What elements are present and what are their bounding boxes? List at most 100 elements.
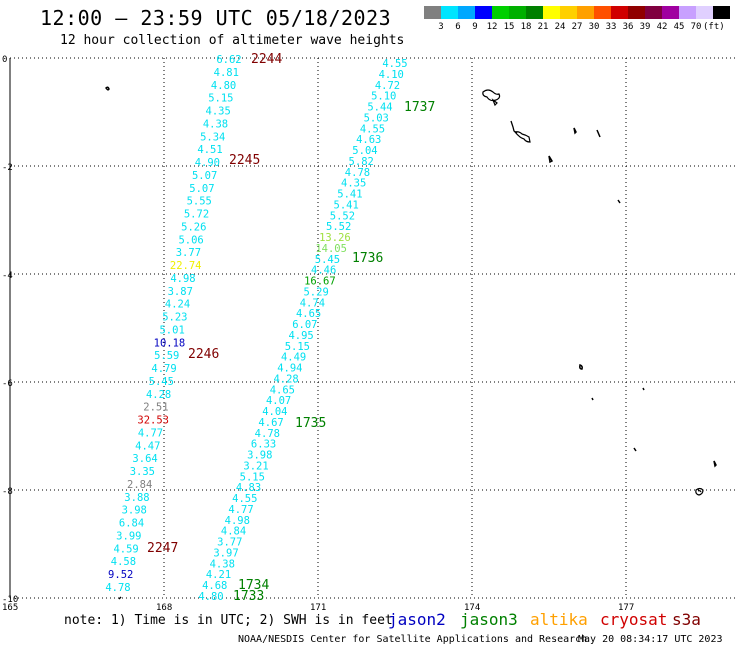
satellite-legend-item: jason2 xyxy=(388,610,446,629)
wave-height-value: 4.65 xyxy=(270,384,295,396)
satellite-legend-item: cryosat xyxy=(600,610,668,629)
lat-lon-grid xyxy=(9,57,735,599)
wave-height-value: 5.45 xyxy=(149,376,174,388)
colorbar-label: 36 xyxy=(622,22,634,32)
wave-height-value: 3.87 xyxy=(168,286,193,298)
wave-height-value: 4.98 xyxy=(170,273,195,285)
wave-height-value: 5.41 xyxy=(337,189,362,201)
pass-time-label: 1734 xyxy=(238,578,269,593)
wave-height-value: 4.98 xyxy=(225,515,250,527)
wave-height-value: 5.01 xyxy=(159,324,184,336)
wave-height-value: 4.81 xyxy=(214,67,239,79)
wave-height-value: 2.84 xyxy=(127,479,152,491)
wave-height-value: 5.06 xyxy=(178,234,203,246)
pass-time-label: 1736 xyxy=(352,251,383,266)
colorbar-label: 3 xyxy=(438,22,444,32)
wave-height-value: 22.74 xyxy=(170,260,202,272)
pass-time-label: 2245 xyxy=(229,153,260,168)
wave-height-value: 5.15 xyxy=(208,93,233,105)
wave-height-value: 4.35 xyxy=(206,106,231,118)
wave-height-value: 5.26 xyxy=(181,221,206,233)
colorbar-swatch xyxy=(577,6,594,19)
wave-height-value: 4.72 xyxy=(375,80,400,92)
wave-height-value: 3.35 xyxy=(130,466,155,478)
credit-line: NOAA/NESDIS Center for Satellite Applica… xyxy=(238,634,588,645)
wave-height-value: 2.51 xyxy=(143,402,168,414)
wave-height-value: 4.46 xyxy=(311,265,336,277)
track-right-values: 4.554.104.725.105.445.034.554.635.045.82… xyxy=(198,58,407,603)
wave-height-value: 4.28 xyxy=(273,373,298,385)
wave-height-value: 4.78 xyxy=(105,582,130,594)
colorbar-label: 33 xyxy=(605,22,617,32)
pass-time-label: 2247 xyxy=(147,541,178,556)
wave-height-value: 5.29 xyxy=(303,286,328,298)
wave-height-value: 4.24 xyxy=(165,299,190,311)
colorbar-label: 30 xyxy=(588,22,600,32)
wave-height-value: 4.10 xyxy=(379,69,404,81)
wave-height-value: 4.84 xyxy=(221,526,246,538)
colorbar-swatch xyxy=(611,6,628,19)
colorbar-swatch xyxy=(509,6,526,19)
colorbar-label: 15 xyxy=(503,22,515,32)
wave-height-value: 3.21 xyxy=(243,460,268,472)
wave-height-value: 3.97 xyxy=(213,547,238,559)
lat-tick-label: -6 xyxy=(2,379,13,389)
wave-height-value: 4.80 xyxy=(211,80,236,92)
map-title: 12:00 — 23:59 UTC 05/18/2023 xyxy=(40,6,392,30)
colorbar-label: 6 xyxy=(455,22,461,32)
wave-height-value: 5.72 xyxy=(184,209,209,221)
wave-height-value: 5.59 xyxy=(154,350,179,362)
wave-height-value: 5.15 xyxy=(240,471,265,483)
colorbar-label: 27 xyxy=(571,22,583,32)
wave-height-value: 4.77 xyxy=(228,504,253,516)
lon-tick-label: 171 xyxy=(310,603,326,613)
wave-height-value: 9.52 xyxy=(108,569,133,581)
colorbar-swatch xyxy=(526,6,543,19)
wave-height-value: 4.04 xyxy=(262,406,287,418)
wave-height-value: 4.35 xyxy=(341,178,366,190)
colorbar-swatch xyxy=(713,6,730,19)
wave-height-value: 4.78 xyxy=(255,428,280,440)
lon-tick-label: 165 xyxy=(2,603,18,613)
wave-height-value: 4.21 xyxy=(206,569,231,581)
wave-height-value: 6.84 xyxy=(119,518,144,530)
pass-time-label: 2244 xyxy=(251,52,282,67)
colorbar-swatch xyxy=(475,6,492,19)
wave-height-value: 5.45 xyxy=(315,254,340,266)
wave-height-value: 4.47 xyxy=(135,440,160,452)
track-left-values: 6.624.814.805.154.354.385.344.514.905.07… xyxy=(105,54,241,594)
colorbar-swatch xyxy=(645,6,662,19)
wave-height-value: 4.77 xyxy=(138,427,163,439)
wave-height-value: 3.99 xyxy=(116,530,141,542)
colorbar-label: 21 xyxy=(537,22,549,32)
colorbar-label: 39 xyxy=(639,22,651,32)
wave-height-value: 5.07 xyxy=(192,170,217,182)
map-subtitle: 12 hour collection of altimeter wave hei… xyxy=(60,33,405,48)
satellite-legend-item: jason3 xyxy=(460,610,518,629)
wave-height-value: 4.55 xyxy=(232,493,257,505)
colorbar-swatch xyxy=(662,6,679,19)
wave-height-value: 4.07 xyxy=(266,395,291,407)
units-note: note: 1) Time is in UTC; 2) SWH is in fe… xyxy=(64,613,393,628)
wave-height-value: 6.07 xyxy=(292,319,317,331)
pass-time-label: 1733 xyxy=(233,589,264,604)
wave-height-value: 4.28 xyxy=(146,389,171,401)
colorbar-swatch xyxy=(628,6,645,19)
wave-height-value: 5.23 xyxy=(162,312,187,324)
colorbar-swatch xyxy=(543,6,560,19)
colorbar-label: 42 xyxy=(656,22,668,32)
wave-height-value: 3.88 xyxy=(124,492,149,504)
wave-height-value: 5.34 xyxy=(200,131,225,143)
wave-height-value: 4.55 xyxy=(382,58,407,70)
lat-tick-label: -2 xyxy=(2,163,13,173)
wave-height-value: 4.51 xyxy=(197,144,222,156)
wave-height-value: 5.07 xyxy=(189,183,214,195)
wave-height-value: 4.67 xyxy=(258,417,283,429)
wave-height-value: 6.33 xyxy=(251,439,276,451)
wave-height-value: 3.98 xyxy=(247,450,272,462)
wave-height-value: 5.10 xyxy=(371,91,396,103)
wave-height-value: 16.67 xyxy=(304,276,336,288)
wave-height-value: 14.05 xyxy=(315,243,347,255)
